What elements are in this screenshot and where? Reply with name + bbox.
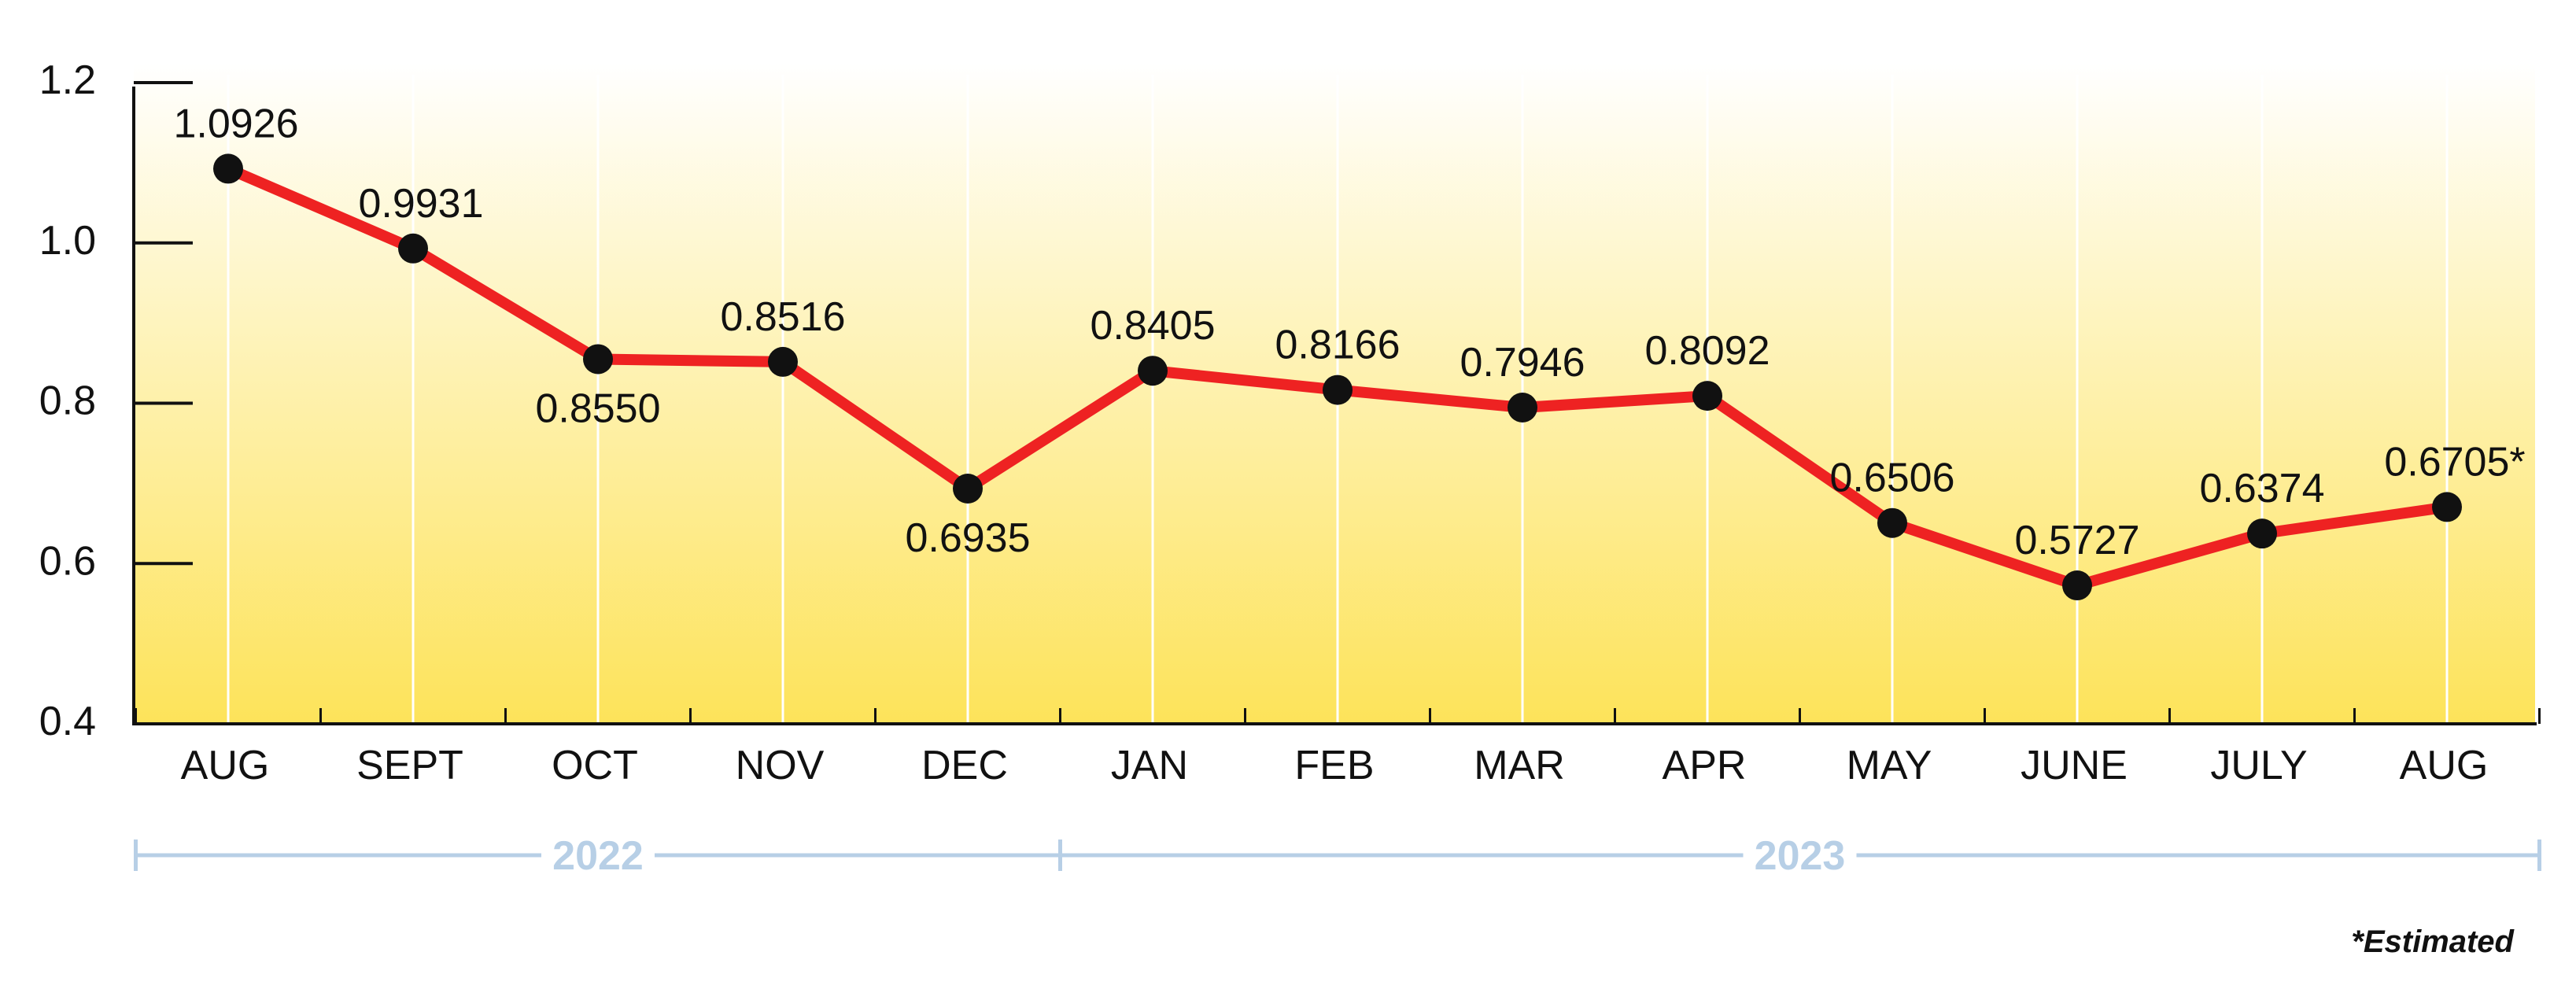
year-label: 2023 — [1755, 833, 1846, 879]
data-point — [1877, 507, 1907, 538]
x-tick-label: MAR — [1474, 743, 1565, 788]
x-tick-label: AUG — [181, 743, 270, 788]
y-tick-label: 0.4 — [39, 699, 96, 744]
y-tick-label: 0.6 — [39, 538, 96, 584]
data-point — [1692, 381, 1722, 411]
data-label: 0.7946 — [1460, 340, 1585, 386]
data-label: 1.0926 — [173, 101, 298, 146]
data-point — [2062, 570, 2092, 601]
data-label: 0.5727 — [2014, 518, 2139, 563]
data-labels: 1.0926 0.9931 0.8550 0.8516 0.6935 0.8405 0.81… — [173, 101, 2525, 563]
data-label: 0.8092 — [1644, 328, 1770, 374]
data-label: 0.8550 — [535, 386, 660, 431]
data-point — [2247, 518, 2277, 549]
year-brackets: 2022 2023 — [134, 833, 2541, 879]
data-point — [768, 346, 798, 377]
y-tick-label: 1.2 — [39, 57, 96, 103]
y-tick-label: 1.0 — [39, 218, 96, 264]
data-label: 0.6374 — [2199, 466, 2324, 511]
data-label: 0.8405 — [1090, 303, 1215, 349]
x-axis-ticks: AUG SEPT OCT NOV DEC JAN FEB MAR APR MAY JUNE JULY A… — [135, 708, 2541, 788]
x-tick-label: NOV — [736, 743, 825, 788]
x-tick-label: JAN — [1111, 743, 1188, 788]
data-label: 0.8516 — [720, 294, 845, 340]
data-point — [953, 473, 983, 504]
x-tick-label: OCT — [552, 743, 638, 788]
data-point — [213, 153, 243, 184]
x-tick-label: APR — [1663, 743, 1747, 788]
data-label: 0.9931 — [358, 181, 483, 227]
axes — [132, 87, 2537, 725]
x-tick-label: AUG — [2400, 743, 2489, 788]
data-label: 0.6506 — [1829, 456, 1954, 501]
footnote: *Estimated — [2351, 924, 2515, 959]
x-tick-label: JULY — [2210, 743, 2307, 788]
x-tick-label: JUNE — [2021, 743, 2128, 788]
year-label: 2022 — [552, 833, 644, 879]
data-point — [398, 233, 428, 264]
data-label: 0.6935 — [905, 515, 1030, 561]
x-tick-label: DEC — [921, 743, 1008, 788]
x-tick-label: FEB — [1294, 743, 1374, 788]
data-label: 0.8166 — [1275, 323, 1400, 368]
data-point — [2432, 492, 2462, 522]
x-tick-label: SEPT — [356, 743, 463, 788]
data-label: 0.6705* — [2384, 439, 2525, 485]
data-point — [583, 344, 613, 375]
vertical-gridlines — [227, 75, 2449, 724]
data-point — [1508, 393, 1537, 423]
x-tick-label: MAY — [1847, 743, 1932, 788]
y-axis-ticks: 0.4 0.6 0.8 1.0 1.2 — [39, 57, 193, 744]
data-points — [213, 153, 2462, 601]
data-point — [1323, 375, 1353, 405]
y-tick-label: 0.8 — [39, 378, 96, 424]
data-point — [1138, 356, 1168, 386]
